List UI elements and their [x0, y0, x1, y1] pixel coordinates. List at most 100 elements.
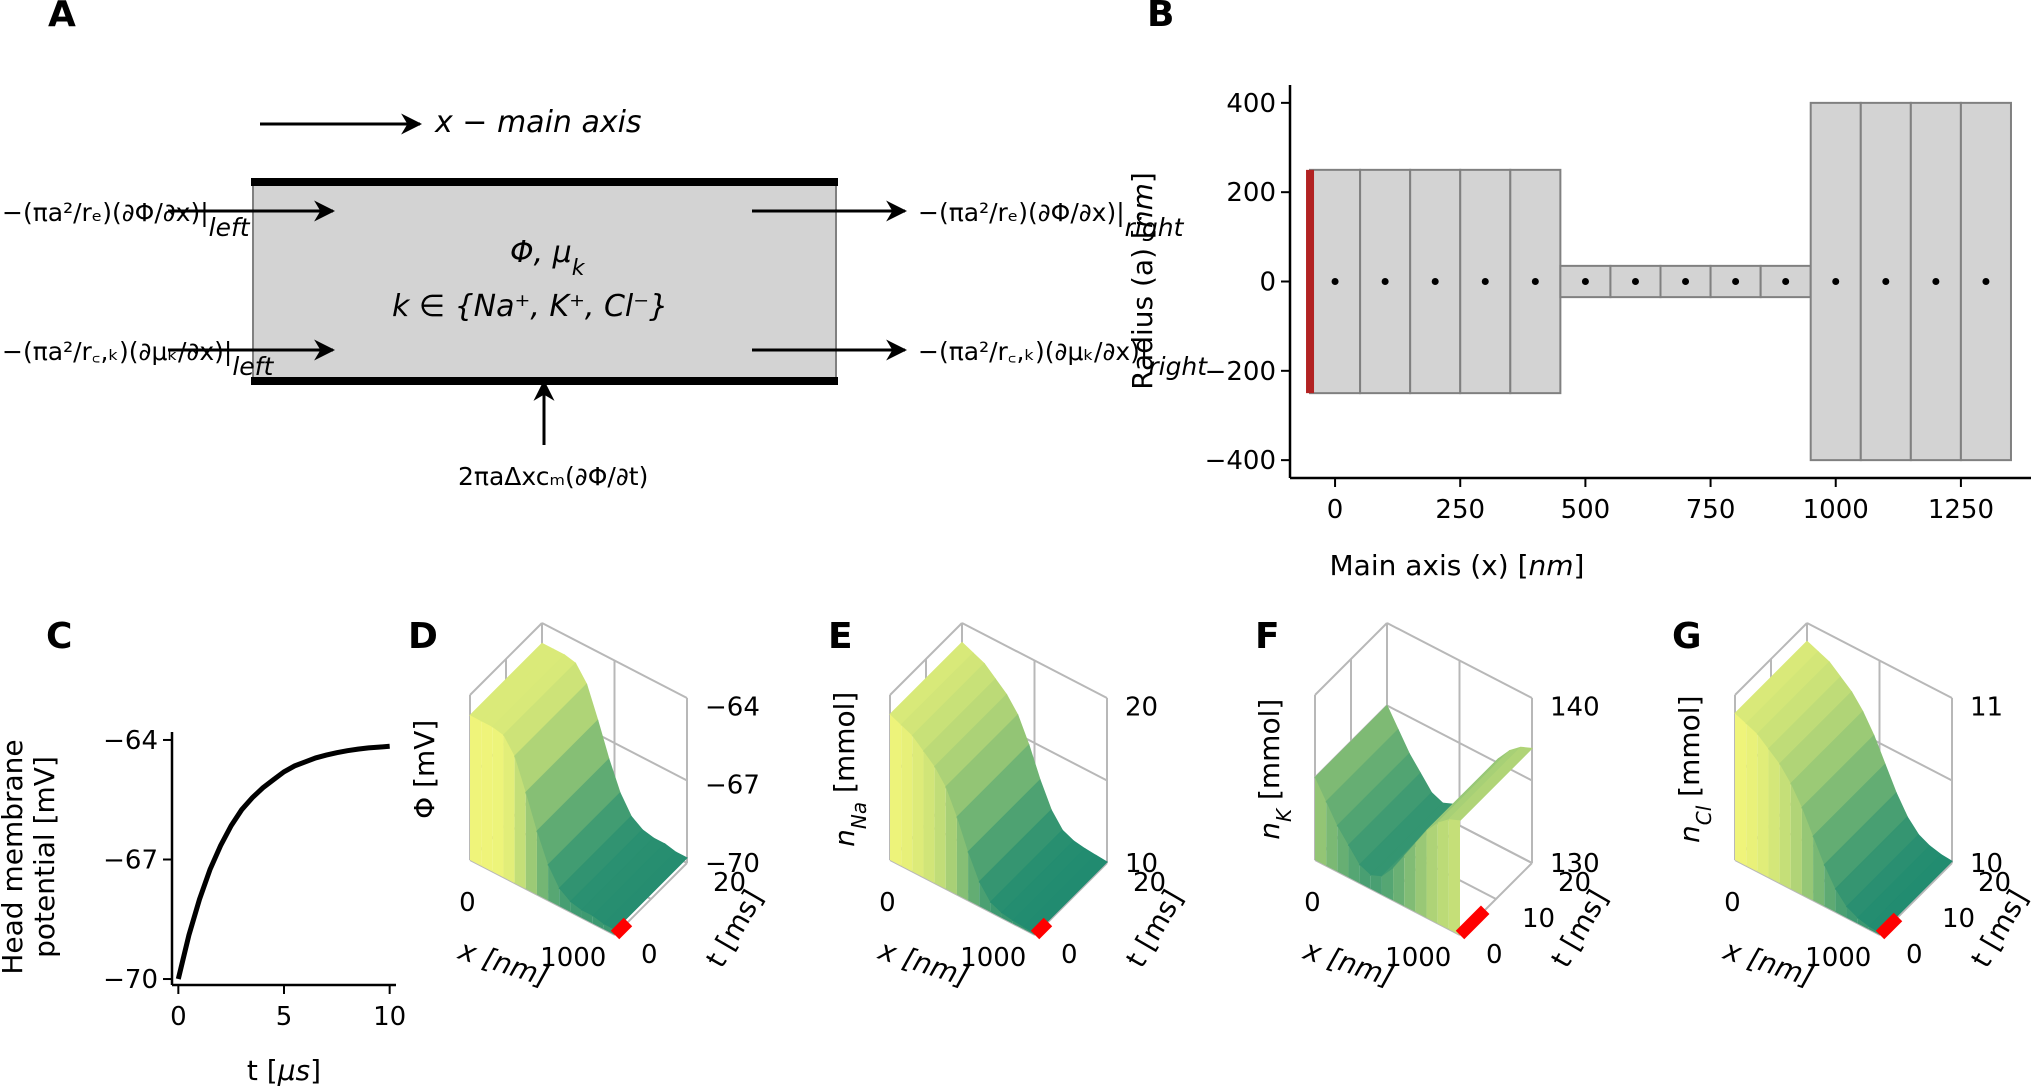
z-axis-label: nCl [mmol] — [1673, 696, 1716, 844]
grid-line — [889, 622, 963, 696]
compartment-center-6 — [1631, 278, 1639, 285]
time-marker — [1030, 917, 1053, 940]
z-tick-label: 20 — [1125, 692, 1158, 722]
surface-front — [1001, 912, 1013, 924]
compartment-center-12 — [1932, 278, 1940, 285]
surface-strip — [1437, 746, 1522, 824]
membrane-potential-line — [175, 743, 390, 980]
y-tick-label-b: 0 — [1259, 268, 1276, 298]
y-axis-label-b: Radius (a) [nm] — [1126, 172, 1159, 390]
surface-strip — [603, 851, 688, 931]
surface-front — [1813, 836, 1825, 907]
t-axis-label: t [ms] — [699, 884, 769, 973]
z-axis-label: nNa [mmol] — [828, 692, 871, 847]
surface-front — [1023, 927, 1035, 935]
time-marker — [1455, 905, 1490, 940]
t-tick-label: 20 — [1133, 868, 1166, 898]
surface-front — [1824, 864, 1836, 912]
state-variables-label: Φ, μk — [510, 235, 586, 281]
surface-front — [1359, 864, 1371, 889]
surface-front — [514, 756, 526, 889]
y-axis-label-c-line2: potential [mV] — [28, 756, 61, 958]
surface-front — [1757, 734, 1769, 878]
grid-line — [1314, 622, 1388, 696]
surface-front — [934, 766, 946, 889]
compartment-center-9 — [1782, 278, 1790, 285]
grid-line — [469, 622, 543, 696]
x-tick-label-c: 0 — [170, 1002, 187, 1032]
grid-line — [1806, 622, 1953, 699]
panel-letter-g: G — [1672, 616, 1702, 657]
surface-front — [1315, 777, 1327, 866]
surface-front — [1801, 807, 1814, 901]
panel-a-schematic: x − main axis −(πa²/rₑ)(∂Φ/∂x)|left −(πa… — [2, 105, 1208, 491]
x-axis-label: x [nm] — [874, 933, 973, 993]
surface-front — [1868, 926, 1880, 935]
panel-d-surface: 0 1000 0 20 −64 −67 −70 x [nm] t [ms] Φ [mV] — [408, 622, 770, 993]
surface-front — [1012, 920, 1024, 930]
compartment-center-11 — [1882, 278, 1890, 285]
x-tick-label: 1000 — [960, 943, 1026, 973]
surface-front — [1846, 906, 1858, 924]
panel-c-line-plot: 0 5 10 −70 −67 −64 t [μs] Head membrane poten… — [0, 726, 406, 1087]
surface-front — [481, 721, 493, 872]
x-tick-label-b: 750 — [1686, 495, 1736, 525]
surface-front — [1735, 713, 1747, 866]
surface-front — [559, 888, 571, 912]
surface-front — [603, 924, 615, 935]
grid-line — [961, 622, 1108, 699]
z-tick-label: −70 — [705, 849, 760, 879]
surface-front — [492, 726, 504, 878]
surface-front — [912, 735, 924, 878]
right-top-flux-label: −(πa²/rₑ)(∂Φ/∂x)|right — [918, 198, 1185, 242]
t-tick-label: 10 — [1522, 904, 1555, 934]
surface-front — [470, 715, 482, 866]
surface-front — [1790, 783, 1802, 895]
grid-line — [541, 622, 688, 699]
compartment-center-1 — [1381, 278, 1389, 285]
surface-front — [945, 786, 957, 895]
surface-front — [1768, 748, 1780, 884]
surface-front — [1381, 868, 1394, 901]
surface-front — [1326, 801, 1338, 872]
left-top-flux-label: −(πa²/rₑ)(∂Φ/∂x)|left — [2, 198, 251, 242]
t-axis-label: t [ms] — [1119, 884, 1189, 973]
y-tick-label-b: −400 — [1205, 446, 1276, 476]
surface-front — [581, 910, 593, 924]
surface-front — [968, 851, 980, 907]
x-tick-label: 1000 — [1805, 943, 1871, 973]
panel-letter-a: A — [48, 0, 76, 35]
z-tick-label: 10 — [1970, 849, 2003, 879]
surface-front — [956, 816, 969, 901]
x-tick-label: 0 — [879, 888, 896, 918]
grid-line — [1386, 622, 1533, 699]
x-axis-label: x [nm] — [1719, 933, 1818, 993]
compartment-center-2 — [1431, 278, 1439, 285]
x-tick-label: 1000 — [540, 943, 606, 973]
surface-front — [1393, 855, 1405, 907]
x-tick-label-b: 250 — [1435, 495, 1485, 525]
x-tick-label-b: 500 — [1561, 495, 1611, 525]
surface-front — [592, 915, 604, 930]
t-tick-label: 0 — [641, 940, 658, 970]
z-tick-label: 130 — [1550, 849, 1600, 879]
grid-line — [1734, 622, 1808, 696]
y-tick-label-b: 200 — [1226, 178, 1276, 208]
y-tick-label-c: −70 — [103, 965, 158, 995]
surface-front — [923, 751, 935, 884]
t-tick-label: 10 — [1942, 904, 1975, 934]
time-marker — [1875, 912, 1903, 940]
x-axis-label-c: t [μs] — [247, 1054, 321, 1087]
z-tick-label: −67 — [705, 771, 760, 801]
panel-letter-d: D — [408, 616, 438, 657]
x-axis-label-b: Main axis (x) [nm] — [1330, 549, 1585, 582]
surface-front — [1337, 825, 1349, 878]
time-marker — [610, 917, 633, 940]
compartment-center-8 — [1732, 278, 1740, 285]
surface-front — [1415, 830, 1427, 918]
ion-species-label: k ∈ {Na⁺, K⁺, Cl⁻} — [392, 289, 668, 324]
axes-c: 0 5 10 −70 −67 −64 — [103, 726, 406, 1032]
x-tick-label: 0 — [1724, 888, 1741, 918]
